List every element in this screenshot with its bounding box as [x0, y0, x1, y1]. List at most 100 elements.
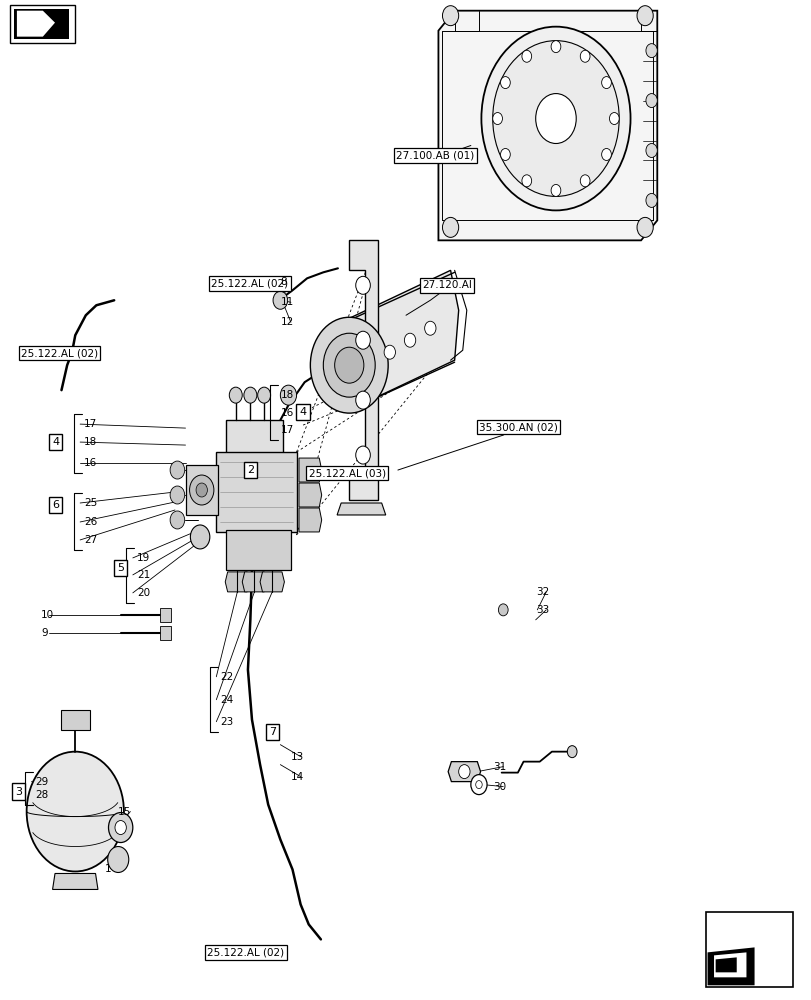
Circle shape: [637, 6, 652, 26]
Circle shape: [601, 77, 611, 89]
Polygon shape: [706, 947, 753, 985]
Circle shape: [169, 486, 184, 504]
Bar: [705, 912, 792, 987]
Text: 20: 20: [137, 588, 150, 598]
Polygon shape: [337, 503, 385, 515]
Text: 23: 23: [220, 717, 234, 727]
Text: 27.100.AB (01): 27.100.AB (01): [396, 150, 474, 160]
Text: 26: 26: [84, 517, 97, 527]
Circle shape: [500, 148, 509, 160]
Polygon shape: [298, 508, 321, 532]
Text: 3: 3: [15, 787, 22, 797]
Text: 25.122.AL (02): 25.122.AL (02): [207, 947, 284, 957]
Text: 1: 1: [105, 864, 111, 874]
Circle shape: [169, 461, 184, 479]
Polygon shape: [713, 952, 745, 977]
Text: 18: 18: [84, 437, 97, 447]
Circle shape: [551, 184, 560, 196]
Circle shape: [27, 752, 124, 871]
Circle shape: [310, 317, 388, 413]
Circle shape: [498, 604, 508, 616]
Polygon shape: [225, 572, 249, 592]
Text: 4: 4: [52, 437, 59, 447]
Circle shape: [115, 821, 127, 835]
Circle shape: [442, 217, 458, 237]
Circle shape: [424, 321, 436, 335]
Text: 25.122.AL (02): 25.122.AL (02): [211, 278, 288, 288]
Text: 27: 27: [84, 535, 97, 545]
Text: 18: 18: [280, 390, 294, 400]
Text: 14: 14: [290, 772, 304, 782]
Polygon shape: [339, 270, 458, 410]
Circle shape: [551, 41, 560, 53]
Circle shape: [521, 175, 531, 187]
Circle shape: [229, 387, 242, 403]
Text: 5: 5: [117, 563, 124, 573]
Circle shape: [109, 813, 133, 843]
Circle shape: [272, 291, 287, 309]
Circle shape: [243, 387, 256, 403]
Bar: [61, 710, 90, 730]
Circle shape: [470, 775, 487, 795]
Circle shape: [323, 333, 375, 397]
Circle shape: [189, 475, 213, 505]
Text: 12: 12: [280, 317, 294, 327]
Text: 2: 2: [247, 465, 254, 475]
Text: 13: 13: [290, 752, 304, 762]
Polygon shape: [15, 9, 69, 39]
Text: 19: 19: [137, 553, 150, 563]
Circle shape: [169, 511, 184, 529]
Circle shape: [481, 27, 630, 210]
Text: 11: 11: [280, 297, 294, 307]
Text: 6: 6: [52, 500, 59, 510]
Text: 32: 32: [535, 587, 548, 597]
Text: 21: 21: [137, 570, 150, 580]
Text: 16: 16: [280, 408, 294, 418]
Circle shape: [521, 50, 531, 62]
Text: 7: 7: [268, 727, 276, 737]
Circle shape: [645, 94, 656, 108]
Text: 25: 25: [84, 498, 97, 508]
Polygon shape: [298, 458, 321, 482]
Bar: [11, 5, 75, 43]
Text: 27.120.AI: 27.120.AI: [422, 280, 471, 290]
Polygon shape: [53, 873, 98, 889]
Polygon shape: [225, 420, 282, 455]
Text: 17: 17: [280, 425, 294, 435]
Bar: [160, 626, 170, 640]
Circle shape: [355, 331, 370, 349]
Circle shape: [492, 41, 619, 196]
Text: 29: 29: [36, 777, 49, 787]
Polygon shape: [215, 452, 296, 532]
Circle shape: [580, 175, 590, 187]
Circle shape: [475, 781, 482, 789]
Polygon shape: [714, 957, 736, 972]
Circle shape: [609, 113, 619, 125]
Text: 30: 30: [492, 782, 505, 792]
Circle shape: [535, 94, 576, 143]
Text: 24: 24: [220, 695, 234, 705]
Circle shape: [645, 193, 656, 207]
Circle shape: [257, 387, 270, 403]
Circle shape: [355, 276, 370, 294]
Polygon shape: [260, 572, 284, 592]
Circle shape: [442, 6, 458, 26]
Polygon shape: [438, 11, 656, 240]
Bar: [160, 608, 170, 622]
Text: 17: 17: [84, 419, 97, 429]
Circle shape: [458, 765, 470, 779]
Circle shape: [384, 345, 395, 359]
Circle shape: [355, 446, 370, 464]
Polygon shape: [298, 483, 321, 507]
Circle shape: [355, 391, 370, 409]
Circle shape: [195, 483, 207, 497]
Text: 8: 8: [280, 277, 286, 287]
Circle shape: [645, 44, 656, 58]
Polygon shape: [448, 762, 480, 782]
Text: 16: 16: [84, 458, 97, 468]
Text: 31: 31: [492, 762, 505, 772]
Circle shape: [280, 385, 296, 405]
Circle shape: [645, 143, 656, 157]
Text: 4: 4: [299, 407, 307, 417]
Text: 10: 10: [41, 610, 54, 620]
